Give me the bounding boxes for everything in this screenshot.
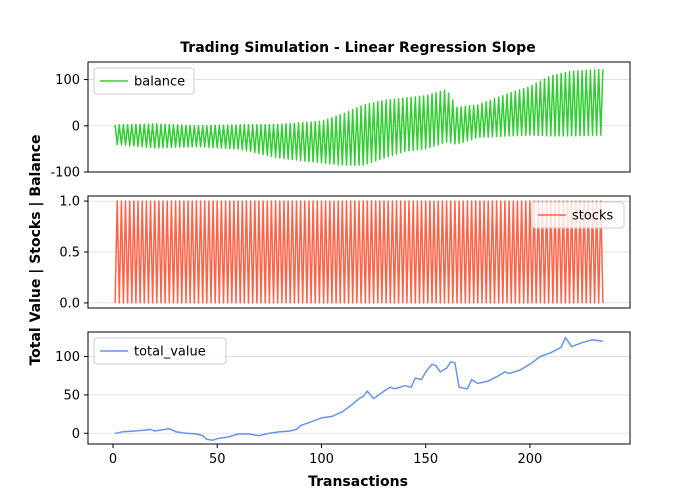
y-tick-label: 0.5 <box>59 246 80 261</box>
y-axis-label: Total Value | Stocks | Balance <box>28 134 44 365</box>
x-tick-label: 100 <box>309 452 334 467</box>
x-tick-label: 0 <box>109 452 117 467</box>
total-value-panel: 0 50 100 0 50 100 150 200 total_value <box>55 331 631 467</box>
x-tick-label: 50 <box>209 452 226 467</box>
y-tick-label: 50 <box>63 388 80 403</box>
legend-label: total_value <box>134 345 206 360</box>
x-tick-label: 150 <box>413 452 438 467</box>
y-tick-label: 1.0 <box>59 195 80 210</box>
y-tick-label: 0 <box>72 427 80 442</box>
stocks-series-line <box>114 200 604 304</box>
legend-box <box>93 337 227 365</box>
y-tick-label: 100 <box>55 350 80 365</box>
legend-label: stocks <box>572 209 613 224</box>
y-tick-label: 0 <box>72 119 80 134</box>
axes-frame <box>87 331 631 445</box>
axes-frame <box>87 195 631 309</box>
legend-label: balance <box>134 75 185 90</box>
total_value-series-line <box>114 336 604 441</box>
axes-frame <box>87 61 631 173</box>
chart-title: Trading Simulation - Linear Regression S… <box>180 40 535 56</box>
balance-series-line <box>114 68 604 166</box>
x-axis-label: Transactions <box>308 474 408 490</box>
stocks-panel: 0.0 0.5 1.0 stocks <box>59 195 631 311</box>
y-tick-label: 0.0 <box>59 296 80 311</box>
legend-box <box>93 67 195 95</box>
x-tick-label: 200 <box>518 452 543 467</box>
legend-box <box>531 201 625 229</box>
legend: stocks <box>531 201 625 229</box>
y-tick-label: -100 <box>50 166 80 181</box>
legend: total_value <box>93 337 227 365</box>
y-tick-label: 100 <box>55 73 80 88</box>
legend: balance <box>93 67 195 95</box>
balance-panel: -100 0 100 balance <box>50 61 631 181</box>
